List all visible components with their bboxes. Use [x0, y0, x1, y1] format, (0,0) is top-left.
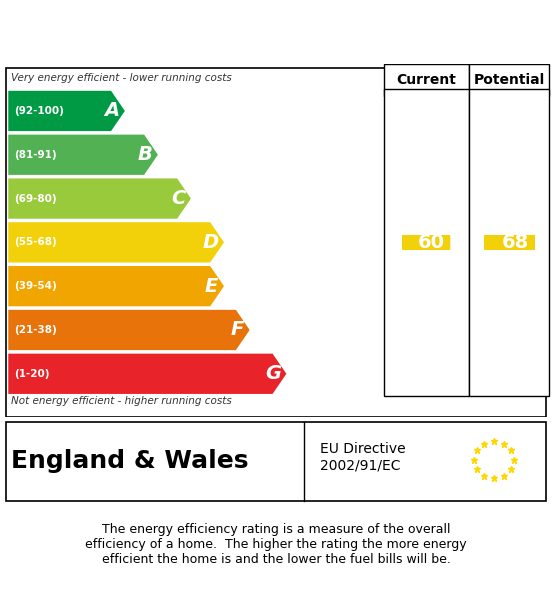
Text: Current: Current	[396, 73, 457, 87]
Bar	[469, 64, 549, 96]
Text: G: G	[265, 364, 281, 383]
Polygon shape	[8, 354, 286, 394]
Text: (39-54): (39-54)	[14, 281, 56, 291]
Bar	[384, 89, 469, 396]
Text: (55-68): (55-68)	[14, 237, 56, 248]
Text: EU Directive
2002/91/EC: EU Directive 2002/91/EC	[320, 442, 406, 472]
Text: Very energy efficient - lower running costs: Very energy efficient - lower running co…	[11, 73, 232, 83]
Text: England & Wales: England & Wales	[11, 449, 248, 473]
Polygon shape	[402, 235, 450, 249]
Bar	[469, 89, 549, 396]
Text: F: F	[231, 321, 244, 340]
Bar	[402, 235, 450, 249]
Text: Not energy efficient - higher running costs: Not energy efficient - higher running co…	[11, 396, 232, 406]
Text: (81-91): (81-91)	[14, 150, 56, 160]
Polygon shape	[8, 310, 250, 350]
Text: 68: 68	[501, 233, 528, 252]
Bar	[484, 235, 535, 250]
Text: (21-38): (21-38)	[14, 325, 56, 335]
Polygon shape	[8, 91, 125, 131]
Polygon shape	[8, 135, 158, 175]
Text: (69-80): (69-80)	[14, 194, 56, 204]
Text: Energy Efficiency Rating: Energy Efficiency Rating	[103, 29, 449, 53]
Text: (92-100): (92-100)	[14, 106, 63, 116]
Polygon shape	[484, 235, 535, 250]
Polygon shape	[8, 223, 224, 262]
Text: E: E	[205, 276, 219, 295]
Text: Potential: Potential	[474, 73, 545, 87]
Text: (1-20): (1-20)	[14, 369, 49, 379]
Text: B: B	[137, 145, 152, 164]
Text: The energy efficiency rating is a measure of the overall
efficiency of a home.  : The energy efficiency rating is a measur…	[85, 523, 467, 566]
Text: C: C	[171, 189, 185, 208]
Polygon shape	[8, 266, 224, 306]
Text: A: A	[104, 101, 119, 120]
Bar	[384, 64, 469, 96]
Polygon shape	[8, 178, 191, 219]
Text: 60: 60	[418, 233, 445, 252]
Text: D: D	[202, 233, 219, 252]
